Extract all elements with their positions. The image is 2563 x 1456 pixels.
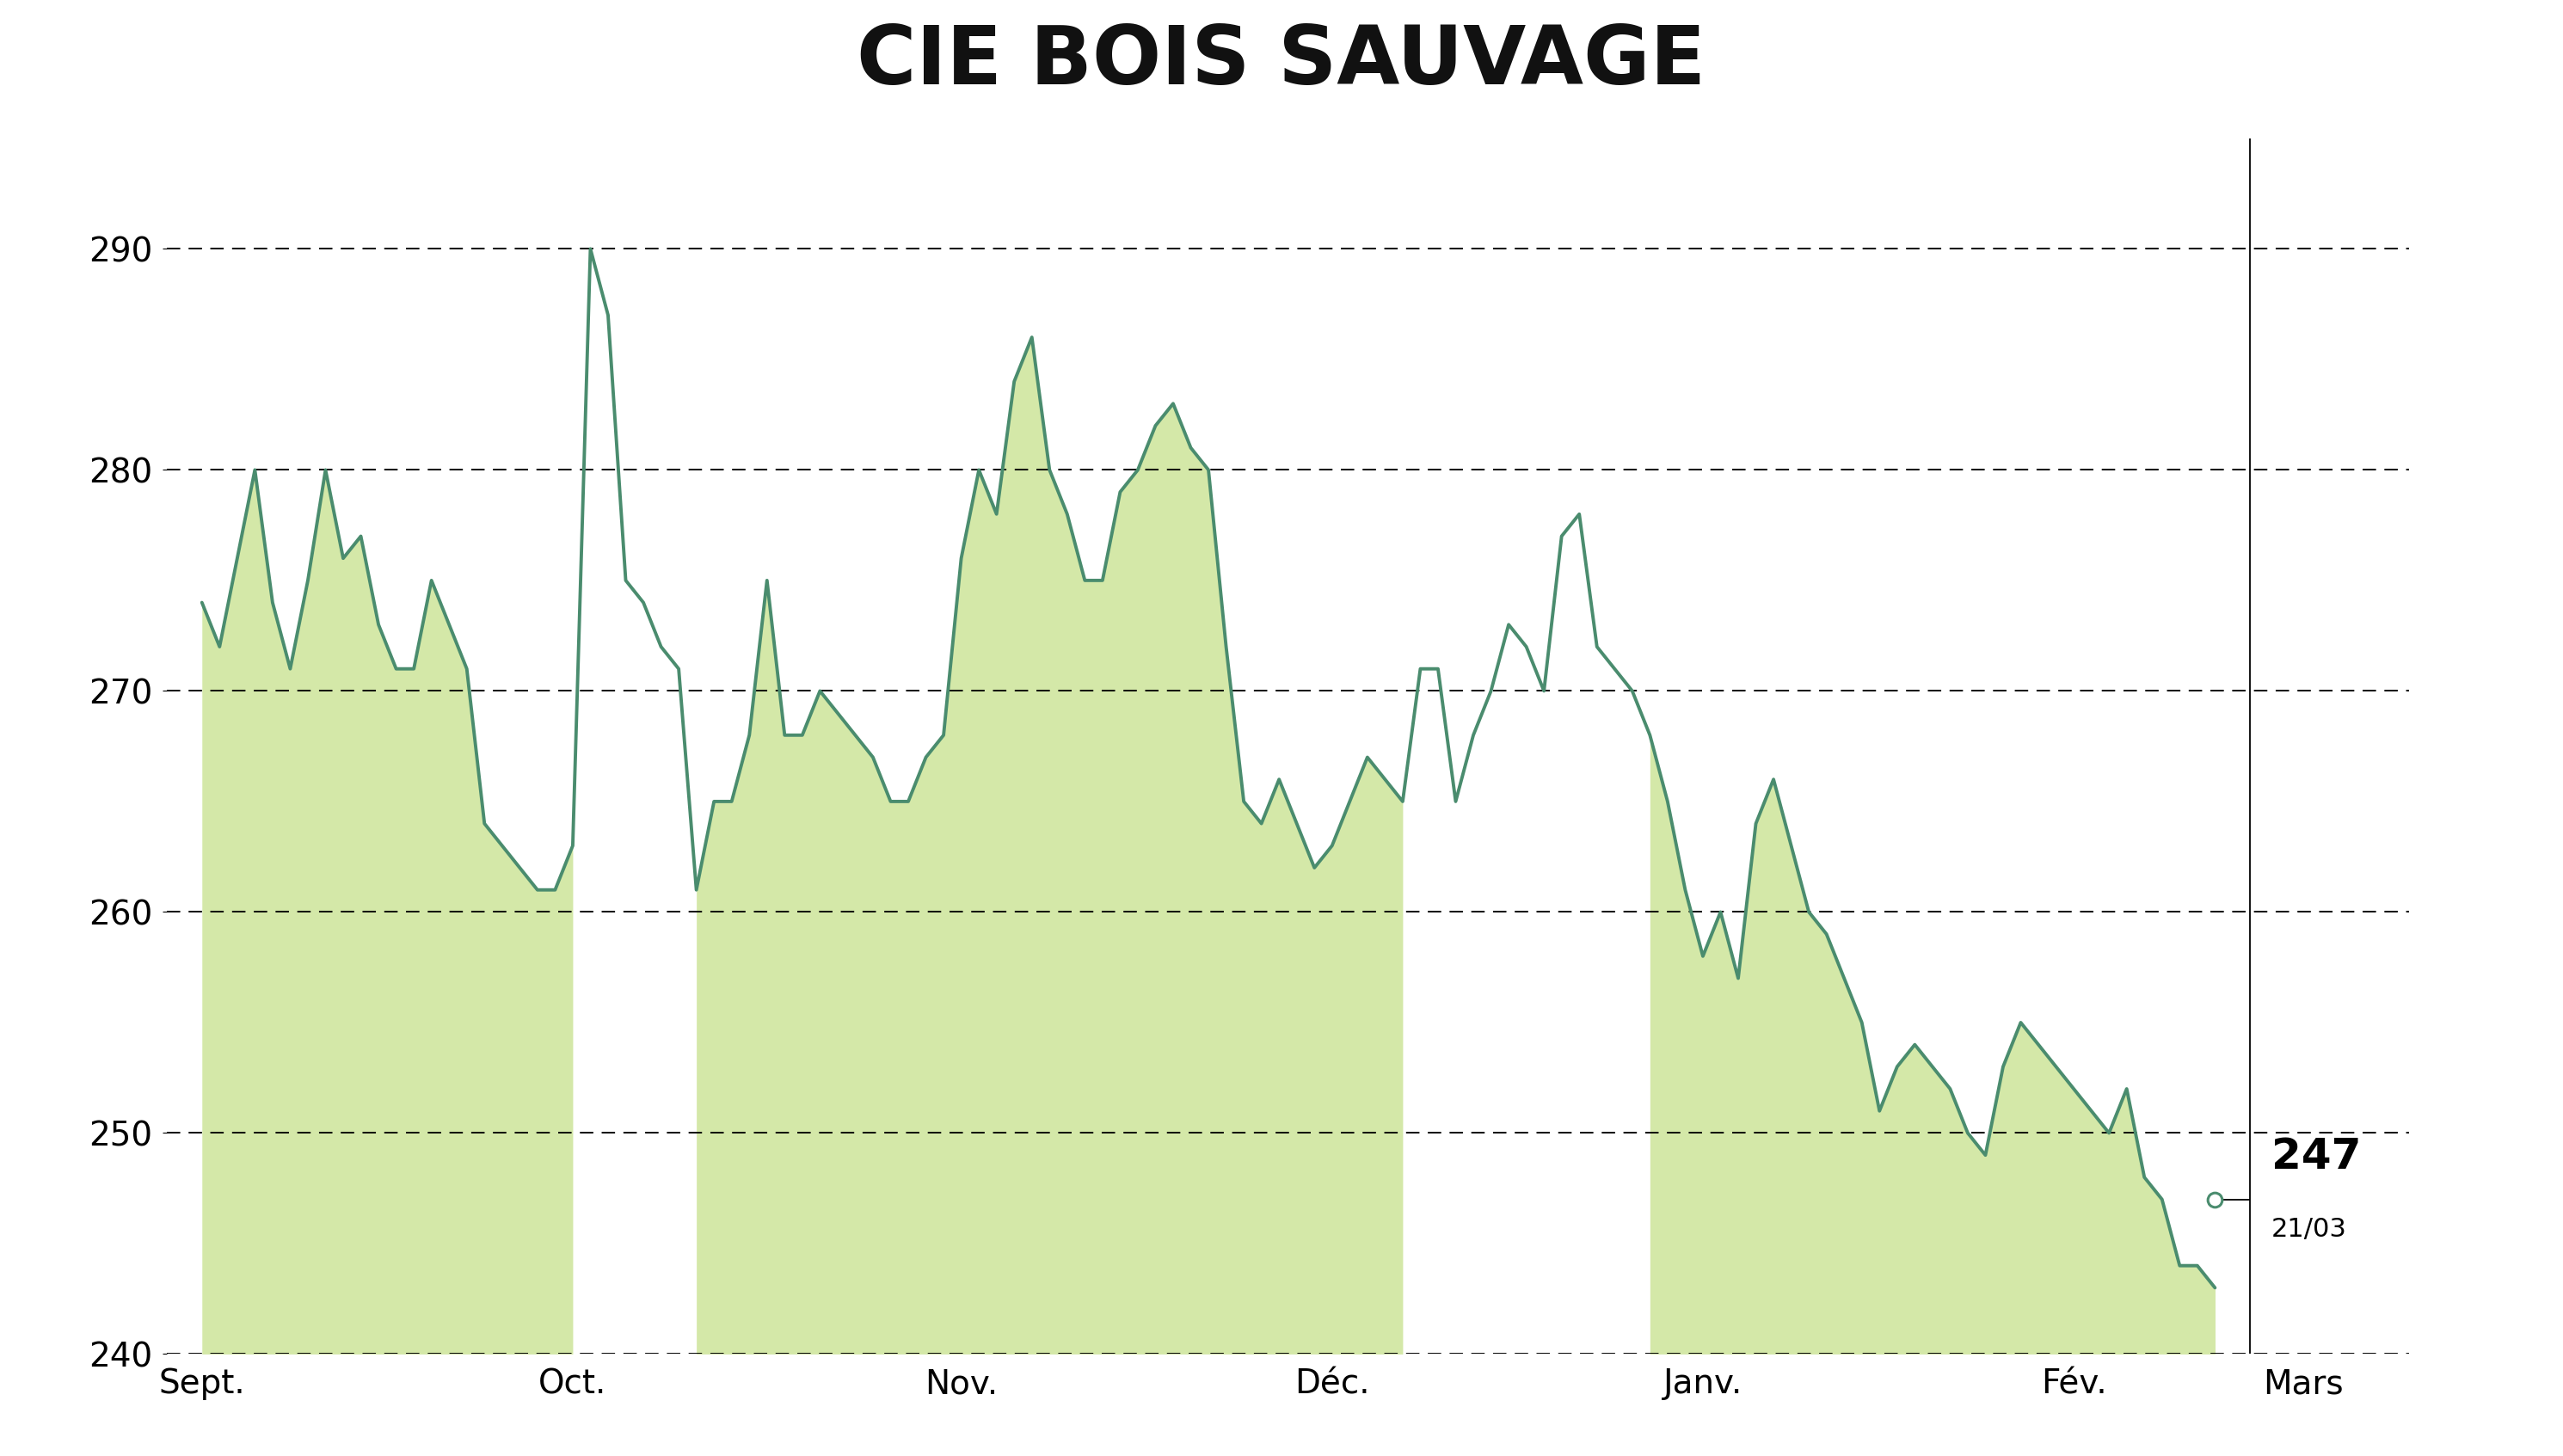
Text: 247: 247	[2271, 1136, 2361, 1178]
Text: CIE BOIS SAUVAGE: CIE BOIS SAUVAGE	[856, 22, 1707, 102]
Text: 21/03: 21/03	[2271, 1217, 2348, 1242]
